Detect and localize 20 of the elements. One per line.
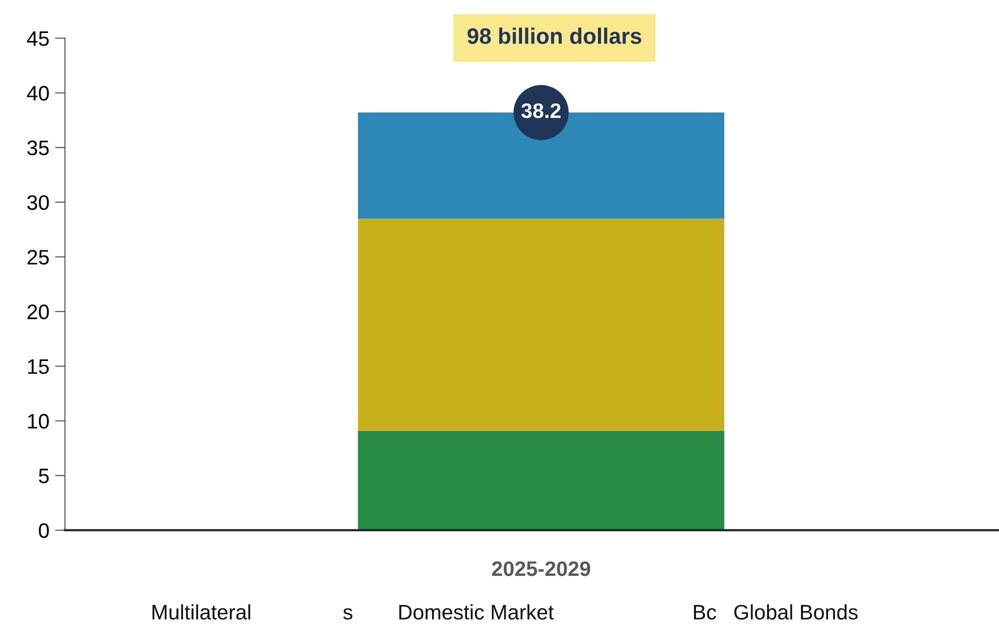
- bar: [358, 430, 724, 530]
- x-tick-label: 2025-2029: [492, 561, 590, 576]
- text: Domestic Market: [399, 604, 554, 620]
- y-tick-label: 20: [28, 304, 49, 320]
- text: Bc: [694, 605, 716, 620]
- bar: [358, 218, 724, 431]
- y-tick-label: 25: [28, 250, 49, 265]
- text: s: [343, 608, 352, 620]
- y-tick-label: 30: [27, 195, 49, 210]
- y-tick-label: 5: [38, 468, 49, 484]
- y-tick-label: 15: [28, 359, 49, 374]
- y-tick-label: 0: [38, 523, 49, 538]
- y-tick-label: 40: [26, 86, 49, 101]
- text: Multilateral: [152, 604, 250, 620]
- y-tick-label: 45: [26, 31, 49, 46]
- annotation: 98 billion dollars: [468, 28, 642, 44]
- y-tick-label: 35: [27, 140, 49, 156]
- text: Global Bonds: [734, 604, 858, 620]
- total-label: 38.2: [521, 103, 561, 118]
- y-tick-label: 10: [28, 414, 49, 429]
